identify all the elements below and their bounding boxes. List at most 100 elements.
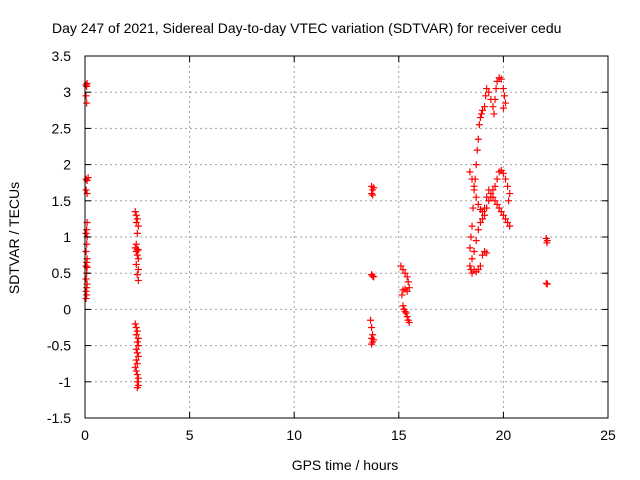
data-point bbox=[369, 272, 377, 280]
data-point bbox=[398, 291, 406, 299]
data-point bbox=[132, 211, 140, 219]
data-point bbox=[132, 356, 140, 364]
data-point bbox=[470, 182, 478, 190]
data-point bbox=[487, 190, 495, 198]
x-tick-label: 20 bbox=[496, 427, 512, 443]
data-point bbox=[543, 239, 551, 247]
data-point bbox=[495, 204, 503, 212]
data-point bbox=[402, 309, 410, 317]
data-point bbox=[403, 273, 411, 281]
data-point bbox=[543, 280, 551, 288]
data-point bbox=[478, 106, 486, 114]
data-point bbox=[474, 266, 482, 274]
data-point bbox=[83, 240, 91, 248]
data-point bbox=[134, 222, 142, 230]
data-point bbox=[497, 75, 505, 83]
data-point bbox=[404, 278, 412, 286]
data-point bbox=[501, 175, 509, 183]
data-point bbox=[470, 247, 478, 255]
y-tick-label: 0.5 bbox=[52, 265, 72, 281]
data-point bbox=[401, 308, 409, 316]
data-point bbox=[474, 200, 482, 208]
data-point bbox=[491, 95, 499, 103]
y-tick-label: -0.5 bbox=[47, 338, 71, 354]
data-point bbox=[405, 318, 413, 326]
data-point bbox=[478, 251, 486, 259]
data-point bbox=[134, 342, 142, 350]
data-point bbox=[500, 92, 508, 100]
data-point bbox=[466, 262, 474, 270]
data-point bbox=[483, 85, 491, 93]
chart-title: Day 247 of 2021, Sidereal Day-to-day VTE… bbox=[52, 20, 561, 36]
data-point bbox=[84, 174, 92, 182]
y-tick-label: 2.5 bbox=[52, 120, 72, 136]
data-point bbox=[499, 169, 507, 177]
data-point bbox=[468, 222, 476, 230]
data-point bbox=[370, 273, 378, 281]
y-tick-label: -1 bbox=[59, 374, 72, 390]
data-point bbox=[133, 360, 141, 368]
y-tick-label: 1.5 bbox=[52, 193, 72, 209]
y-tick-label: 3 bbox=[63, 84, 71, 100]
data-point bbox=[485, 88, 493, 96]
data-point bbox=[82, 92, 90, 100]
data-point bbox=[473, 146, 481, 154]
data-point bbox=[466, 168, 474, 176]
data-point bbox=[399, 302, 407, 310]
data-point bbox=[474, 135, 482, 143]
data-point bbox=[497, 208, 505, 216]
data-point bbox=[504, 182, 512, 190]
data-point bbox=[483, 193, 491, 201]
data-point bbox=[369, 191, 377, 199]
data-point bbox=[472, 161, 480, 169]
data-point bbox=[501, 215, 509, 223]
y-tick-label: 3.5 bbox=[52, 48, 72, 64]
data-point bbox=[405, 284, 413, 292]
data-point bbox=[476, 219, 484, 227]
data-point bbox=[499, 211, 507, 219]
data-point bbox=[132, 247, 140, 255]
x-tick-label: 10 bbox=[286, 427, 302, 443]
data-point bbox=[501, 99, 509, 107]
data-point bbox=[134, 255, 142, 263]
data-point bbox=[474, 226, 482, 234]
data-point bbox=[83, 291, 91, 299]
data-point bbox=[475, 121, 483, 129]
data-point bbox=[133, 229, 141, 237]
data-point bbox=[132, 331, 140, 339]
data-point bbox=[132, 219, 140, 227]
data-point bbox=[493, 200, 501, 208]
data-point bbox=[133, 327, 141, 335]
data-point bbox=[132, 345, 140, 353]
data-point bbox=[499, 104, 507, 112]
x-tick-label: 15 bbox=[391, 427, 407, 443]
data-point bbox=[131, 208, 139, 216]
data-point bbox=[493, 175, 501, 183]
data-point bbox=[132, 367, 140, 375]
data-point bbox=[132, 261, 140, 269]
data-point bbox=[133, 371, 141, 379]
x-axis-label: GPS time / hours bbox=[292, 457, 399, 473]
data-point bbox=[82, 81, 90, 89]
data-point bbox=[472, 237, 480, 245]
data-point bbox=[483, 249, 491, 257]
data-point bbox=[133, 384, 141, 392]
y-tick-label: 0 bbox=[63, 301, 71, 317]
data-point bbox=[469, 204, 477, 212]
data-point bbox=[82, 295, 90, 303]
data-point bbox=[482, 92, 490, 100]
y-tick-label: 2 bbox=[63, 157, 71, 173]
data-point bbox=[468, 255, 476, 263]
data-point bbox=[476, 262, 484, 270]
data-point bbox=[491, 197, 499, 205]
data-point bbox=[83, 284, 91, 292]
data-point bbox=[134, 352, 142, 360]
x-tick-label: 25 bbox=[600, 427, 616, 443]
data-point bbox=[506, 222, 514, 230]
data-point bbox=[370, 184, 378, 192]
data-point bbox=[401, 269, 409, 277]
x-tick-label: 0 bbox=[81, 427, 89, 443]
data-point bbox=[485, 197, 493, 205]
data-point bbox=[485, 186, 493, 194]
